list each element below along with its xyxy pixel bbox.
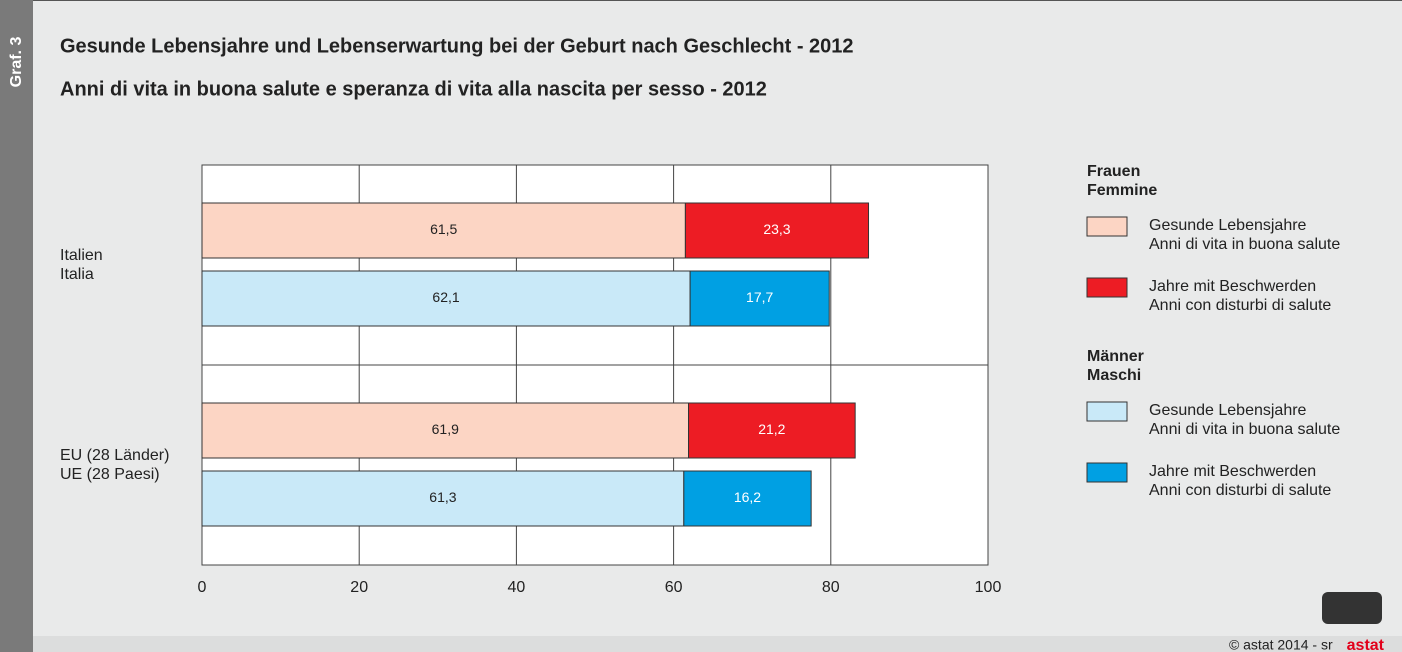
- value-label: 61,5: [430, 221, 457, 237]
- category-label: Italia: [60, 266, 94, 283]
- x-tick-label: 100: [975, 579, 1002, 596]
- value-label: 17,7: [746, 289, 773, 305]
- legend-label: Jahre mit Beschwerden: [1149, 463, 1316, 480]
- x-tick-label: 40: [508, 579, 526, 596]
- bar-segment: [201, 402, 690, 459]
- legend-heading: Femmine: [1087, 182, 1157, 199]
- value-label: 23,3: [763, 221, 790, 237]
- legend-label: Gesunde Lebensjahre: [1149, 217, 1307, 234]
- legend-swatch: [1086, 216, 1128, 237]
- legend-label: Anni di vita in buona salute: [1149, 421, 1340, 438]
- legend-label: Anni di vita in buona salute: [1149, 236, 1340, 253]
- value-label: 16,2: [734, 489, 761, 505]
- legend-swatch: [1086, 401, 1128, 422]
- category-label: UE (28 Paesi): [60, 466, 160, 483]
- footer-band: [33, 636, 1402, 652]
- legend-swatch: [1086, 462, 1128, 483]
- legend-label: Jahre mit Beschwerden: [1149, 278, 1316, 295]
- bar-segment: [683, 470, 812, 527]
- x-tick-label: 0: [198, 579, 207, 596]
- value-label: 61,9: [432, 421, 459, 437]
- legend-label: Gesunde Lebensjahre: [1149, 402, 1307, 419]
- logo: astat: [1347, 637, 1385, 652]
- value-label: 62,1: [432, 289, 459, 305]
- legend-swatch: [1086, 277, 1128, 298]
- logo-mark: [1322, 592, 1382, 624]
- bar-segment: [684, 202, 870, 259]
- source: © astat 2014 - sr: [1229, 637, 1333, 652]
- legend-heading: Männer: [1087, 348, 1144, 365]
- legend-heading: Maschi: [1087, 367, 1141, 384]
- legend-label: Anni con disturbi di salute: [1149, 482, 1331, 499]
- legend-heading: Frauen: [1087, 163, 1140, 180]
- bar-segment: [688, 402, 856, 459]
- bar-segment: [201, 202, 686, 259]
- value-label: 21,2: [758, 421, 785, 437]
- chart-subtitle: Anni di vita in buona salute e speranza …: [60, 78, 767, 100]
- x-tick-label: 60: [665, 579, 683, 596]
- bar-segment: [201, 270, 691, 327]
- bar-segment: [689, 270, 830, 327]
- chart-title: Gesunde Lebensjahre und Lebenserwartung …: [60, 35, 854, 57]
- category-label: Italien: [60, 247, 103, 264]
- category-label: EU (28 Länder): [60, 447, 169, 464]
- x-tick-label: 80: [822, 579, 840, 596]
- legend-label: Anni con disturbi di salute: [1149, 297, 1331, 314]
- side-label: Graf. 3: [8, 37, 25, 88]
- x-tick-label: 20: [350, 579, 368, 596]
- side-strip: [0, 0, 33, 652]
- value-label: 61,3: [429, 489, 456, 505]
